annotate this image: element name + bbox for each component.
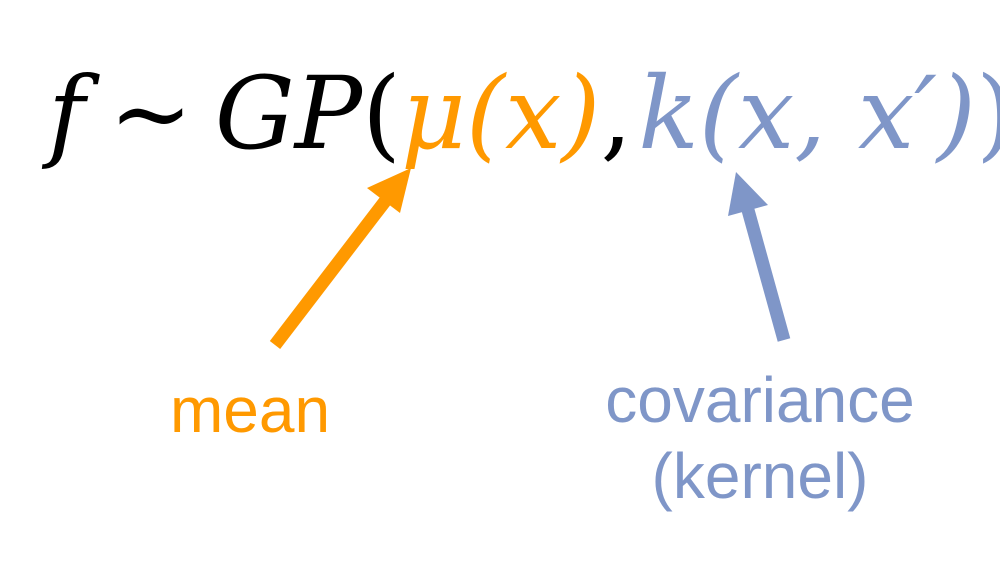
covariance-label-block: covariance (kernel) [560, 362, 960, 514]
formula-tilde: ~ [109, 55, 193, 172]
formula-gp: GP [215, 55, 364, 172]
covariance-arrow [728, 172, 791, 342]
formula-close-paren: ) [976, 55, 1000, 172]
covariance-label: covariance [605, 364, 915, 436]
mean-label: mean [169, 374, 331, 446]
formula-open-paren: ( [362, 55, 401, 172]
kernel-label: (kernel) [651, 440, 869, 512]
formula-kernel-args: (x, x′) [699, 55, 976, 172]
formula-k: k [638, 55, 699, 172]
formula-line: f~GP(μ(x),k(x, x′)) [41, 55, 1000, 172]
mean-arrow-shaft [269, 196, 392, 349]
covariance-arrow-head [728, 172, 768, 216]
mean-arrow [269, 168, 411, 349]
mean-arrow-head [367, 168, 411, 213]
formula-comma: , [600, 55, 632, 172]
formula-mu: μ [401, 55, 466, 172]
formula-mean-args: (x) [466, 55, 600, 172]
covariance-arrow-shaft [741, 208, 791, 342]
gp-formula: f~GP(μ(x),k(x, x′)) [41, 55, 1000, 172]
